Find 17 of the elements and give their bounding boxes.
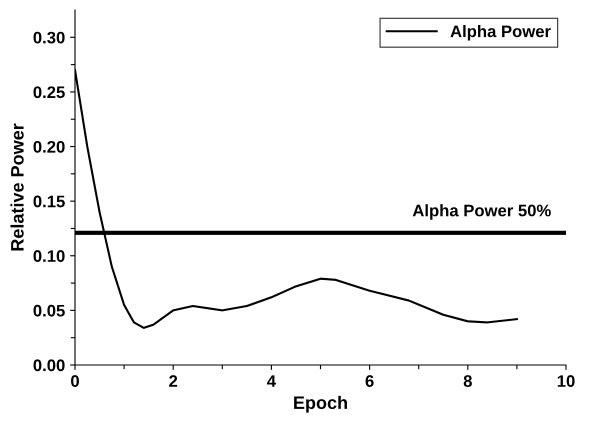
y-tick-label: 0.10 xyxy=(34,250,65,262)
y-tick-label: 0.25 xyxy=(34,86,65,98)
x-tick-label: 8 xyxy=(464,375,472,387)
y-tick-label: 0.15 xyxy=(34,196,65,208)
y-tick-label: 0.20 xyxy=(34,140,65,153)
y-axis-title: Relative Power xyxy=(10,124,24,251)
x-tick-label: 4 xyxy=(267,375,276,387)
legend-label: Alpha Power xyxy=(450,25,551,41)
ref-line-label: Alpha Power 50% xyxy=(412,204,551,220)
x-tick-label: 2 xyxy=(169,375,178,387)
x-tick-label: 6 xyxy=(366,375,374,387)
x-axis-title: Epoch xyxy=(294,396,347,413)
y-tick-label: 0.00 xyxy=(34,359,65,372)
y-tick-label: 0.05 xyxy=(34,304,65,317)
x-tick-label: 0 xyxy=(71,375,79,387)
x-tick-label: 10 xyxy=(558,375,575,387)
y-tick-label: 0.30 xyxy=(34,32,65,44)
